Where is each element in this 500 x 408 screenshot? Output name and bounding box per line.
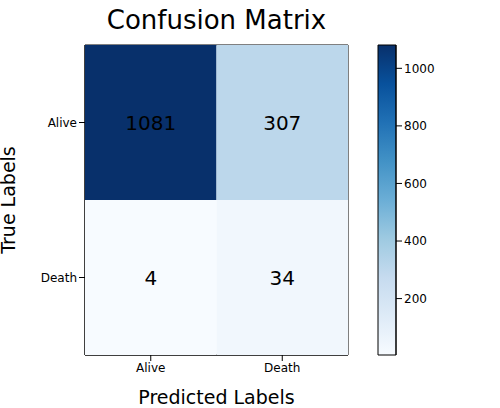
svg-text:Alive: Alive xyxy=(48,116,77,130)
svg-text:1081: 1081 xyxy=(125,111,176,135)
html-text:Confusion Matrix: Confusion Matrix xyxy=(106,5,327,35)
svg-text:4: 4 xyxy=(144,266,157,290)
svg-text:Predicted Labels: Predicted Labels xyxy=(138,386,294,408)
svg-text:Death: Death xyxy=(264,361,300,375)
svg-text:True Labels: True Labels xyxy=(8,146,19,255)
svg-text:200: 200 xyxy=(404,292,427,306)
svg-text:Alive: Alive xyxy=(136,361,165,375)
svg-text:307: 307 xyxy=(263,111,301,135)
svg-text:34: 34 xyxy=(270,266,295,290)
svg-text:Death: Death xyxy=(41,271,77,285)
svg-text:600: 600 xyxy=(404,177,427,191)
svg-text:1000: 1000 xyxy=(404,62,435,76)
svg-text:400: 400 xyxy=(404,234,427,248)
svg-text:800: 800 xyxy=(404,119,427,133)
